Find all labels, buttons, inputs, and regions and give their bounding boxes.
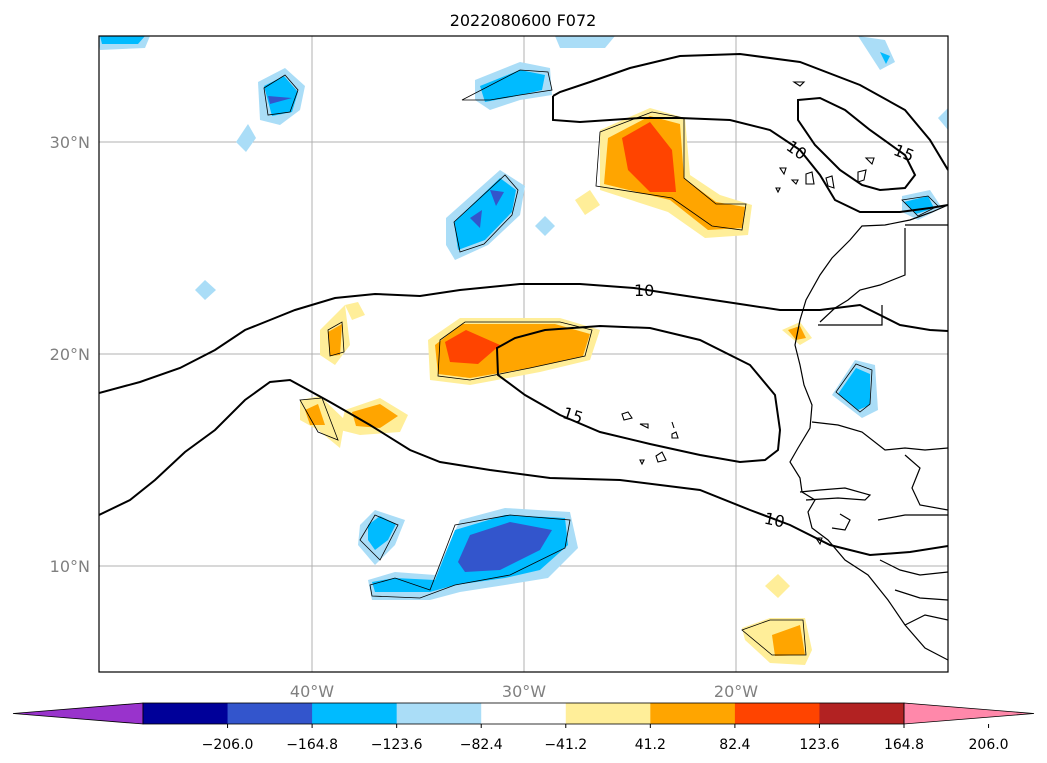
thin-contours [263,69,939,656]
colorbar-bin [819,703,905,724]
colorbar-tick-label: 82.4 [719,737,750,753]
lat-label: 30°N [50,133,90,152]
colorbar-bin [143,703,229,724]
colorbar-bin [227,703,313,724]
colorbar-tick-label: −123.6 [371,737,423,753]
longitude-labels: 40°W 30°W 20°W [290,682,758,701]
lat-label: 20°N [50,345,90,364]
colorbar-tick-label: 164.8 [884,737,924,753]
colorbar-tick-label: 206.0 [969,737,1009,753]
negative-anomaly-areas [99,36,948,600]
colorbar-frame [142,702,905,725]
islands [621,81,875,546]
coastlines [789,204,948,661]
contour-label: 15 [891,140,917,165]
contour-label: 10 [634,281,654,300]
colorbar-tick-label: −164.8 [286,737,338,753]
contour-label: 10 [763,509,787,532]
colorbar-bins [12,702,1035,725]
colorbar-bin [565,703,651,724]
colorbar: −206.0 −164.8 −123.6 −82.4 −41.2 41.2 82.4 123.… [12,702,1035,753]
latitude-labels: 30°N 20°N 10°N [50,133,90,576]
contour-labels: 10 15 10 15 10 [560,137,917,532]
colorbar-tick-label: −82.4 [460,737,503,753]
lon-label: 30°W [502,682,546,701]
positive-anomaly-areas [300,108,812,665]
colorbar-tick-label: −206.0 [202,737,254,753]
colorbar-ticks: −206.0 −164.8 −123.6 −82.4 −41.2 41.2 82.4 123.… [202,724,1009,753]
colorbar-bin [312,703,398,724]
colorbar-tick-label: 41.2 [635,737,666,753]
lon-label: 20°W [714,682,758,701]
map-panel: 10 15 10 15 10 [99,36,948,672]
colorbar-tick-label: 123.6 [799,737,839,753]
colorbar-bin [481,703,567,724]
map-title: 2022080600 F072 [450,11,597,30]
colorbar-bin [734,703,820,724]
colorbar-bin [396,703,482,724]
lon-label: 40°W [290,682,334,701]
map-frame [98,35,949,673]
thick-contours [99,52,948,557]
colorbar-tick-label: −41.2 [544,737,587,753]
colorbar-extend-high [903,702,1035,725]
colorbar-bin [650,703,736,724]
colorbar-extend-low [12,702,144,725]
lat-label: 10°N [50,557,90,576]
